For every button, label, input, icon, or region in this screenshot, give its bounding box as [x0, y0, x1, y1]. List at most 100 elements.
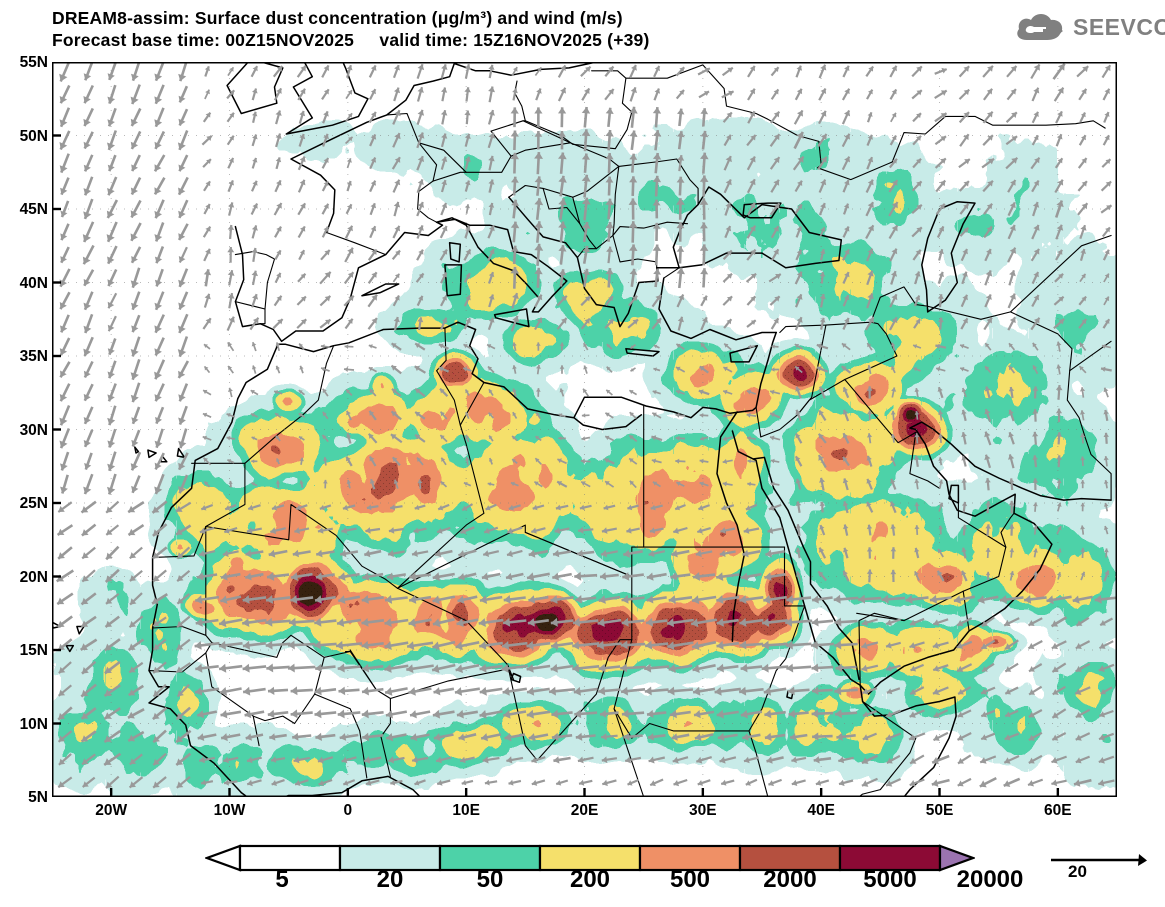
wind-arrow-head	[59, 417, 68, 426]
wind-arrow-head	[337, 709, 345, 719]
wind-arrow-head	[957, 665, 964, 672]
wind-arrow-head	[464, 156, 471, 162]
wind-arrow-head	[842, 501, 849, 507]
wind-arrow-head	[676, 481, 681, 486]
wind-arrow-head	[938, 433, 943, 438]
wind-arrow-head	[861, 664, 868, 672]
wind-arrow-head	[465, 295, 471, 301]
wind-arrow-head	[621, 686, 629, 696]
wind-arrow-head	[412, 550, 418, 557]
wind-arrow-head	[316, 549, 323, 558]
wind-arrow-head	[770, 481, 775, 487]
wind-arrow-head	[1094, 595, 1102, 604]
wind-arrow-head	[700, 152, 709, 160]
wind-arrow-head	[105, 620, 113, 627]
wind-arrow-head	[819, 501, 825, 506]
wind-arrow-head	[551, 641, 559, 650]
wind-arrow-head	[536, 88, 542, 94]
wind-arrow-head	[488, 179, 495, 185]
wind-arrow-head	[764, 709, 772, 719]
wind-arrow-head	[528, 733, 536, 742]
wind-arrow-head	[626, 527, 632, 534]
wind-arrow-head	[176, 505, 183, 512]
wind-arrow-head	[648, 756, 655, 764]
wind-arrow-head	[932, 642, 939, 649]
wind-arrow-head	[227, 342, 233, 347]
wind-arrow-head	[1074, 779, 1081, 787]
wind-arrow-head	[441, 87, 448, 93]
wind-arrow-head	[937, 294, 944, 300]
wind-arrow-head	[961, 570, 967, 576]
wind-arrow-head	[536, 342, 541, 346]
wind-arrow-head	[414, 366, 420, 372]
wind-arrow-head	[774, 296, 780, 302]
wind-arrow-head	[83, 73, 92, 81]
wind-arrow-head	[775, 274, 781, 280]
wind-arrow-head	[369, 410, 375, 416]
wind-arrow-head	[228, 180, 234, 186]
wind-arrow-head	[598, 595, 606, 604]
wind-arrow-head	[488, 132, 496, 139]
dust-band-50	[73, 182, 1105, 780]
wind-arrow-head	[867, 225, 874, 232]
wind-arrow-head	[717, 732, 725, 742]
wind-arrow-head	[201, 505, 207, 511]
wind-arrow-head	[268, 686, 275, 695]
wind-arrow-head	[1079, 366, 1084, 371]
wind-arrow-head	[786, 663, 794, 673]
wind-arrow-head	[747, 459, 751, 464]
wind-arrow-head	[699, 366, 705, 371]
wind-arrow-head	[205, 248, 211, 255]
wind-arrow-head	[252, 294, 259, 300]
wind-arrow-head	[510, 221, 520, 229]
wind-arrow-head	[938, 249, 944, 255]
wind-arrow-head	[699, 413, 704, 418]
wind-arrow-head	[412, 756, 418, 764]
wind-arrow-head	[536, 364, 541, 369]
wind-arrow-head	[621, 617, 629, 627]
wind-arrow-head	[743, 527, 750, 534]
wind-arrow-head	[933, 665, 940, 672]
wind-arrow-head	[726, 112, 732, 118]
wind-arrow-head	[916, 204, 922, 210]
wind-arrow-head	[1056, 455, 1062, 460]
wind-arrow-head	[672, 756, 679, 764]
wind-arrow-head	[958, 757, 964, 764]
wind-arrow-head	[384, 641, 392, 650]
wind-arrow-head	[276, 66, 283, 72]
wind-arrow-head	[1011, 157, 1018, 164]
wind-arrow-head	[963, 181, 969, 187]
wind-arrow-head	[417, 156, 425, 162]
wind-arrow-head	[746, 412, 751, 418]
wind-arrow-head	[463, 367, 468, 372]
wind-arrow-head	[251, 365, 257, 370]
wind-arrow-head	[536, 388, 541, 392]
lon-tick-label: 60E	[1044, 802, 1072, 819]
wind-arrow-head	[131, 325, 139, 333]
wind-arrow-head	[1105, 227, 1110, 233]
wind-arrow-head	[1103, 456, 1109, 461]
wind-arrow-head	[409, 572, 417, 581]
wind-arrow-head	[324, 250, 330, 256]
wind-arrow-head	[1024, 595, 1032, 604]
wind-arrow-head	[442, 249, 448, 255]
wind-arrow-head	[557, 481, 563, 486]
wind-arrow-head	[1105, 181, 1112, 187]
wind-arrow-head	[534, 152, 543, 159]
wind-arrow-head	[130, 141, 139, 149]
wind-arrow-head	[247, 779, 253, 787]
wind-arrow-head	[552, 572, 560, 581]
wind-arrow-head	[985, 571, 991, 576]
wind-arrow-head	[457, 595, 465, 604]
wind-arrow-head	[1057, 63, 1065, 71]
wind-arrow-head	[107, 73, 115, 80]
wind-arrow-head	[271, 756, 277, 763]
wind-arrow-head	[440, 435, 445, 440]
wind-arrow-head	[842, 409, 849, 415]
wind-arrow-head	[1103, 432, 1109, 437]
wind-arrow-head	[221, 733, 228, 742]
wind-arrow-head	[432, 595, 440, 605]
wind-arrow-head	[645, 640, 653, 650]
wind-arrow-head	[461, 779, 467, 786]
wind-arrow-head	[337, 663, 345, 673]
